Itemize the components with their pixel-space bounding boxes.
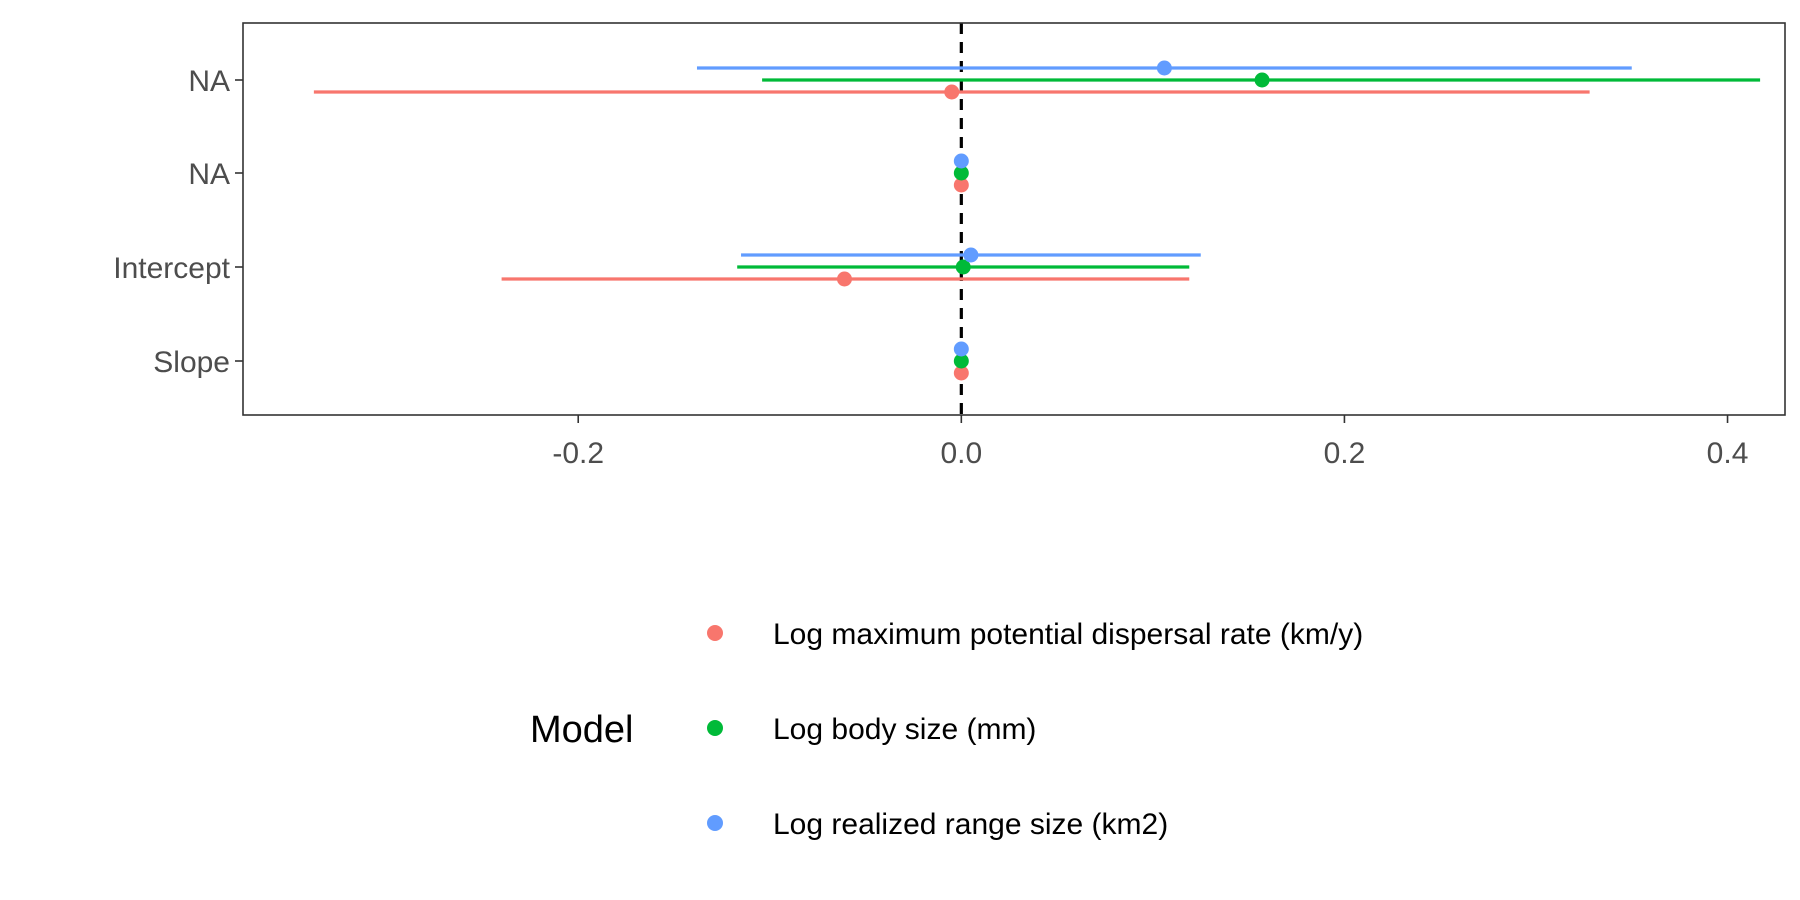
point-1-3: [836, 271, 852, 287]
series-1: [313, 84, 1590, 381]
x-tick-label-1: -0.2: [552, 437, 604, 470]
series-3: [696, 60, 1632, 357]
point-1-1: [944, 84, 960, 100]
legend-key-1: [707, 625, 723, 641]
point-2-3: [955, 259, 971, 275]
point-2-4: [953, 353, 969, 369]
point-3-2: [953, 153, 969, 169]
y-tick-label-2: NA: [188, 158, 230, 191]
y-tick-label-3: Intercept: [113, 252, 230, 285]
series-2: [737, 72, 1761, 369]
plot-layer: [313, 23, 1761, 415]
point-2-1: [1254, 72, 1270, 88]
point-2-2: [953, 165, 969, 181]
point-3-3: [963, 247, 979, 263]
point-1-4: [953, 365, 969, 381]
legend-key-2: [707, 720, 723, 736]
legend-title: Model: [530, 709, 634, 751]
legend-label-1: Log maximum potential dispersal rate (km…: [773, 618, 1363, 651]
y-tick-label-1: NA: [188, 65, 230, 98]
x-tick-label-3: 0.2: [1324, 437, 1366, 470]
panel-border: [242, 22, 1786, 416]
x-tick-label-4: 0.4: [1707, 437, 1749, 470]
point-3-4: [953, 341, 969, 357]
legend-key-3: [707, 815, 723, 831]
point-1-2: [953, 177, 969, 193]
axis-layer: -0.2 0.0 0.2 0.4 NA NA Intercept Slope: [113, 65, 1748, 470]
point-3-1: [1156, 60, 1172, 76]
legend-label-2: Log body size (mm): [773, 713, 1036, 746]
x-tick-label-2: 0.0: [940, 437, 982, 470]
y-tick-label-4: Slope: [153, 346, 230, 379]
legend-label-3: Log realized range size (km2): [773, 808, 1168, 841]
legend: Model Log maximum potential dispersal ra…: [530, 618, 1363, 841]
